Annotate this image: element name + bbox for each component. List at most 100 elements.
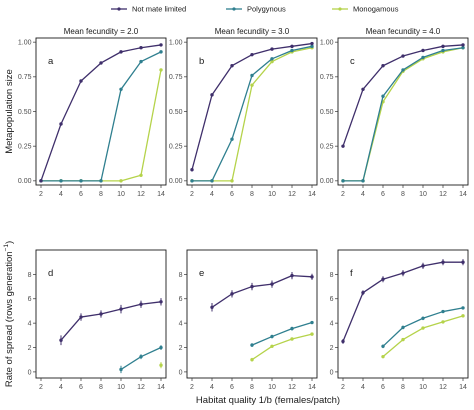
data-point (270, 57, 274, 61)
data-point (361, 290, 365, 295)
data-point (250, 52, 254, 57)
data-point (99, 312, 103, 316)
data-point (159, 43, 163, 47)
x-axis-title: Habitat quality 1/b (females/patch) (196, 395, 340, 406)
data-point (461, 43, 465, 47)
series-3 (341, 46, 465, 183)
legend-label: Not mate limited (132, 5, 186, 14)
x-tick-label: 6 (381, 191, 385, 198)
x-tick-label: 2 (39, 384, 43, 391)
panel-letter: a (48, 56, 54, 67)
data-point (159, 363, 163, 367)
strip-title: Mean fecundity = 2.0 (64, 27, 139, 36)
y-tick-label: 8 (179, 272, 183, 279)
data-point (230, 137, 234, 141)
y-tick-label: 8 (28, 272, 32, 279)
series-line (40, 44, 162, 182)
series-line (192, 47, 313, 182)
series-1 (210, 271, 314, 312)
x-tick-label: 12 (137, 384, 145, 391)
panel-f: f 0 2 4 6 8 2 4 6 8 10 12 14 (330, 249, 469, 391)
data-point (381, 64, 385, 68)
x-tick-label: 10 (268, 384, 276, 391)
data-point (119, 367, 123, 372)
data-point (159, 300, 163, 304)
x-tick-label: 2 (341, 384, 345, 391)
y-tick-label: 0.75 (18, 74, 32, 81)
series-line (382, 315, 464, 358)
data-point (341, 144, 345, 148)
x-tick-label: 2 (341, 191, 345, 198)
x-tick-label: 2 (190, 191, 194, 198)
data-point (210, 305, 214, 309)
data-point (139, 173, 143, 177)
data-point (341, 339, 345, 344)
data-point (270, 59, 274, 64)
x-tick-label: 4 (210, 191, 214, 198)
data-point (230, 64, 234, 68)
x-tick-label: 12 (288, 191, 296, 198)
data-point (310, 320, 314, 325)
data-point (310, 332, 314, 336)
data-point (119, 50, 123, 54)
x-tick-label: 4 (59, 191, 63, 198)
data-point (190, 179, 194, 183)
series-line (343, 47, 464, 182)
series-2 (39, 50, 163, 183)
x-tick-label: 14 (157, 191, 165, 198)
series-2 (190, 44, 314, 183)
data-point (139, 302, 143, 306)
legend-label: Monogamous (353, 5, 399, 14)
data-point (79, 315, 83, 319)
data-point (270, 344, 274, 349)
data-point (381, 354, 385, 359)
data-point (461, 314, 465, 318)
x-tick-label: 12 (439, 191, 447, 198)
legend-item-3: Monogamous (332, 5, 399, 14)
data-point (441, 260, 445, 264)
data-point (441, 44, 445, 49)
strip-title: Mean fecundity = 3.0 (215, 27, 290, 36)
series-line (192, 45, 313, 182)
y-tick-label: 0.00 (169, 178, 183, 185)
x-tick-label: 8 (99, 384, 103, 391)
series-line (191, 42, 313, 170)
x-tick-label: 8 (401, 191, 405, 198)
data-point (290, 326, 294, 331)
data-point (361, 87, 365, 92)
data-point (210, 179, 214, 183)
y-axis-title-main: Metapopulation size (4, 69, 15, 154)
data-point (290, 337, 294, 341)
data-point (99, 61, 103, 65)
data-point (59, 179, 63, 183)
data-point (421, 48, 425, 53)
data-point (250, 358, 254, 362)
data-point (230, 292, 234, 296)
data-point (250, 83, 254, 87)
y-tick-label: 4 (179, 321, 183, 328)
y-tick-label: 0.50 (169, 109, 183, 116)
series-2 (119, 345, 163, 374)
x-tick-label: 2 (39, 191, 43, 198)
y-tick-label: 2 (179, 345, 183, 352)
data-point (139, 46, 143, 50)
data-point (119, 87, 123, 92)
data-point (381, 344, 385, 349)
panel-letter: d (48, 268, 53, 279)
series-1 (190, 41, 314, 172)
data-point (341, 179, 345, 183)
y-axis-title: Rate of spread (rows generation−1) (3, 241, 15, 387)
data-point (381, 277, 385, 281)
legend-item-1: Not mate limited (111, 5, 186, 14)
data-point (79, 79, 83, 83)
x-tick-label: 2 (190, 384, 194, 391)
series-1 (39, 43, 163, 183)
panel-e: e 0 2 4 6 8 2 4 6 8 10 12 14 (179, 249, 318, 391)
legend-swatch-point (232, 7, 236, 11)
x-tick-label: 10 (268, 191, 276, 198)
data-point (270, 47, 274, 51)
data-point (381, 94, 385, 98)
series-1 (341, 259, 465, 344)
panel-border (337, 37, 469, 186)
